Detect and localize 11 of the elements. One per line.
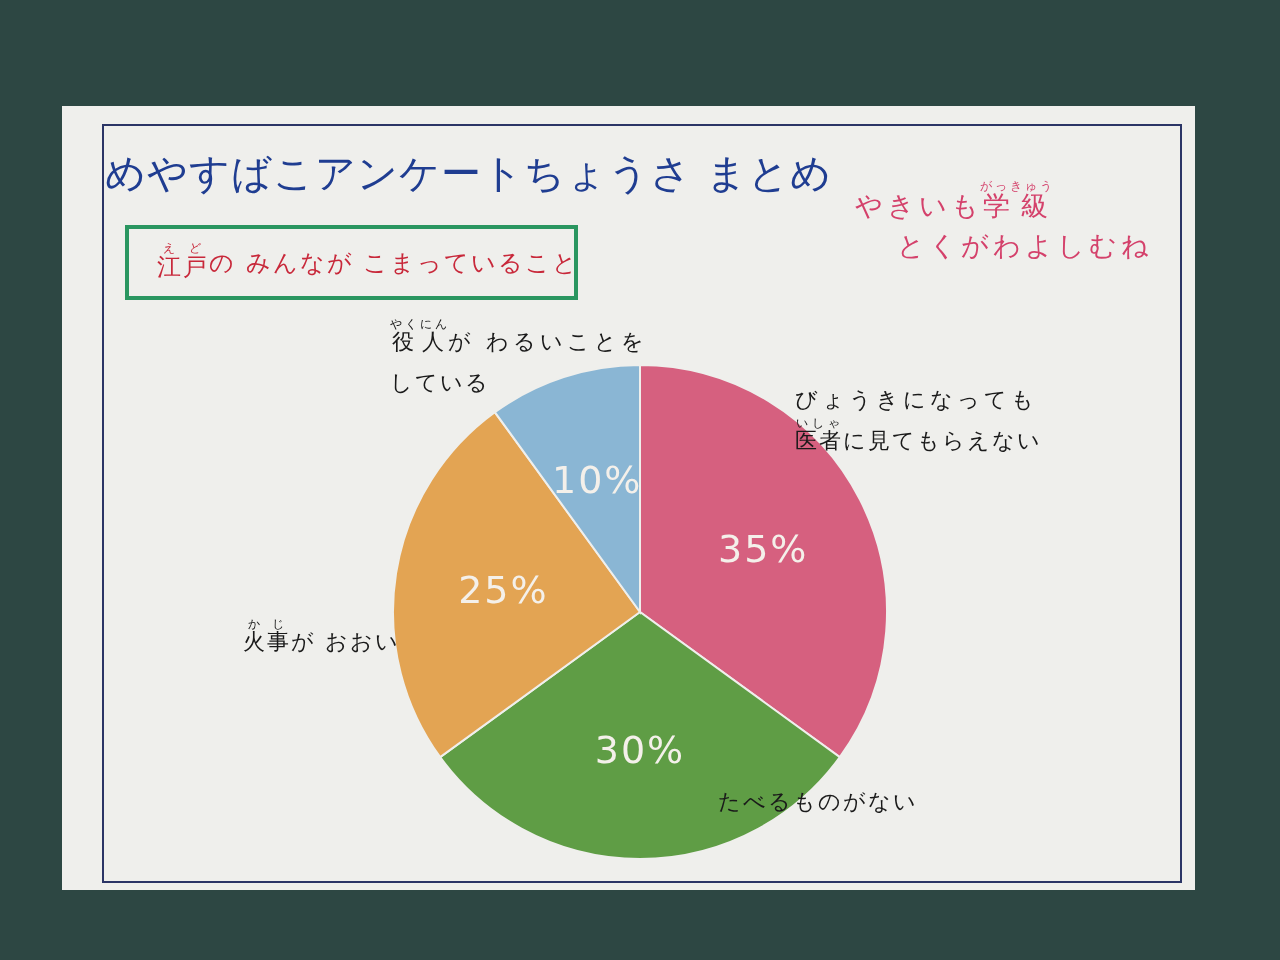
annotation: やきいも学級がっきゅう [855,180,1055,223]
data-label: 10% [552,458,643,503]
category-label: たべるものがない [718,788,919,816]
category-label: 火事かじが おおい [243,618,401,656]
data-label: 30% [594,728,686,773]
annotation: とくがわよしむね [897,229,1153,263]
category-label: びょうきになっても医者いしゃに見てもらえない [795,386,1043,455]
data-label: 35% [718,527,809,572]
category-label: 役人やくにんが わるいことをしている [390,318,649,397]
data-label: 25% [458,568,549,613]
title: めやすばこアンケートちょうさ まとめ [105,149,832,198]
